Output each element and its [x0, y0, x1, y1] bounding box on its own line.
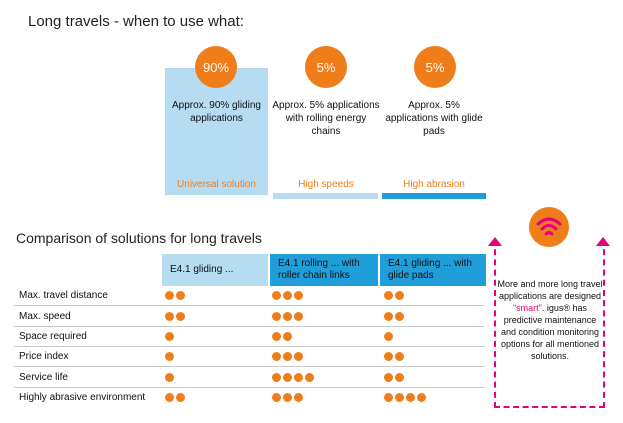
rating-dot: [272, 332, 281, 341]
rating-dot: [417, 393, 426, 402]
card-tag-1: Universal solution: [177, 179, 256, 190]
card-description-2: Approx. 5% applications with rolling ene…: [272, 100, 380, 137]
rating-dot: [272, 291, 281, 300]
rating-dot: [283, 393, 292, 402]
rating-dot: [294, 291, 303, 300]
card-universal-background: [165, 68, 268, 195]
rating-dots: [165, 291, 185, 300]
rating-dot: [294, 373, 303, 382]
rating-dot: [384, 291, 393, 300]
rating-dots: [272, 393, 303, 402]
row-divider: [14, 305, 484, 306]
rating-dot: [283, 291, 292, 300]
rating-dot: [395, 373, 404, 382]
rating-dot: [272, 312, 281, 321]
rating-dot: [395, 352, 404, 361]
rating-dot: [395, 393, 404, 402]
rating-dot: [384, 312, 393, 321]
rating-dot: [384, 332, 393, 341]
rating-dot: [176, 291, 185, 300]
rating-dots: [384, 393, 426, 402]
rating-dot: [283, 352, 292, 361]
rating-dot: [294, 312, 303, 321]
page-title: Long travels - when to use what:: [28, 13, 244, 30]
rating-dots: [272, 332, 292, 341]
rating-dot: [176, 393, 185, 402]
percent-badge-1: 90%: [195, 46, 237, 88]
row-divider: [14, 326, 484, 327]
rating-dots: [165, 312, 185, 321]
rating-dots: [384, 373, 404, 382]
rating-dot: [272, 393, 281, 402]
rating-dot: [165, 291, 174, 300]
rating-dot: [395, 312, 404, 321]
smart-highlight: "smart": [512, 303, 542, 313]
abrasion-bar: [382, 193, 486, 199]
rating-dot: [165, 393, 174, 402]
card-description-1: Approx. 90% gliding applications: [172, 100, 261, 124]
rating-dot: [294, 393, 303, 402]
card-tag-2: High speeds: [298, 179, 354, 190]
row-divider: [14, 387, 484, 388]
card-description-3: Approx. 5% applications with glide pads: [385, 100, 483, 137]
row-divider: [14, 346, 484, 347]
rating-dot: [384, 373, 393, 382]
rating-dots: [272, 352, 303, 361]
rating-dots: [272, 312, 303, 321]
rating-dot: [176, 312, 185, 321]
column-header-glide-pads: E4.1 gliding ... with glide pads: [380, 254, 486, 286]
info-box: [494, 239, 605, 408]
info-text: More and more long travel applications a…: [497, 279, 603, 361]
comparison-title: Comparison of solutions for long travels: [16, 230, 262, 246]
rating-dots: [384, 352, 404, 361]
rating-dot: [384, 393, 393, 402]
rating-dot: [305, 373, 314, 382]
column-header-gliding: E4.1 gliding ...: [162, 254, 268, 286]
rating-dot: [395, 291, 404, 300]
rating-dot: [272, 352, 281, 361]
rating-dots: [384, 332, 393, 341]
rating-dot: [165, 312, 174, 321]
row-label: Max. speed: [19, 311, 71, 322]
rating-dot: [384, 352, 393, 361]
rating-dots: [384, 312, 404, 321]
rating-dots: [384, 291, 404, 300]
row-label: Price index: [19, 351, 69, 362]
percent-badge-3: 5%: [414, 46, 456, 88]
rating-dot: [283, 312, 292, 321]
rating-dot: [283, 373, 292, 382]
rating-dots: [272, 373, 314, 382]
rating-dots: [165, 373, 174, 382]
rating-dot: [406, 393, 415, 402]
row-label: Highly abrasive environment: [19, 392, 146, 403]
rating-dot: [165, 373, 174, 382]
rating-dots: [165, 352, 174, 361]
rating-dot: [294, 352, 303, 361]
row-divider: [14, 366, 484, 367]
rating-dots: [272, 291, 303, 300]
wireless-signal-icon: [529, 207, 569, 247]
rating-dot: [165, 332, 174, 341]
row-label: Max. travel distance: [19, 290, 108, 301]
card-tag-3: High abrasion: [403, 179, 465, 190]
rating-dots: [165, 332, 174, 341]
rating-dot: [272, 373, 281, 382]
percent-badge-2: 5%: [305, 46, 347, 88]
column-header-rolling: E4.1 rolling ... with roller chain links: [270, 254, 378, 286]
rating-dot: [283, 332, 292, 341]
rating-dot: [165, 352, 174, 361]
row-label: Space required: [19, 331, 87, 342]
rating-dots: [165, 393, 185, 402]
speed-bar: [273, 193, 378, 199]
row-label: Service life: [19, 372, 68, 383]
